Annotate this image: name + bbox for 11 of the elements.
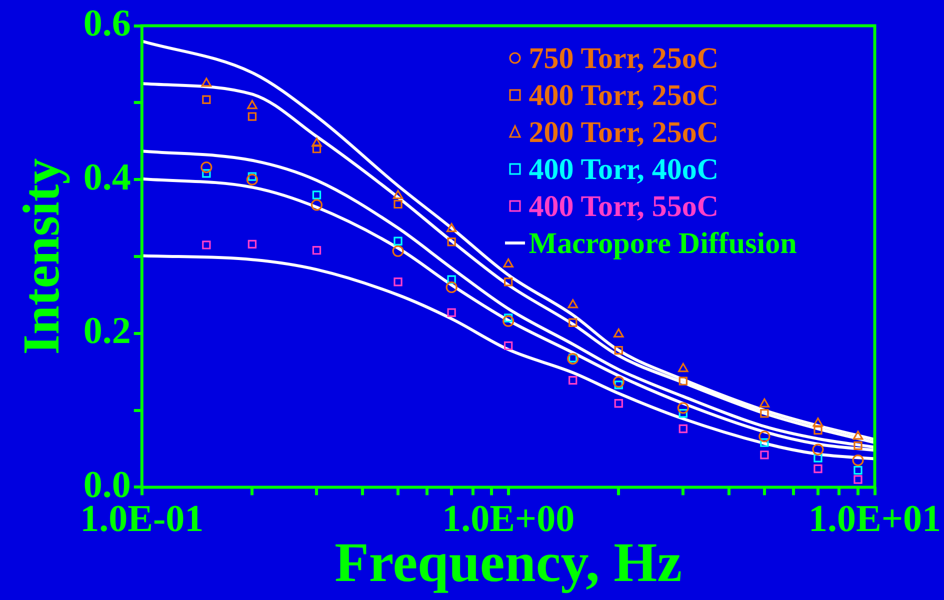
- y-tick-label: 0.2: [83, 310, 131, 352]
- y-tick-label: 0.6: [83, 2, 131, 45]
- y-tick-label: 0.4: [83, 156, 131, 198]
- legend-label: 750 Torr, 25oC: [528, 40, 719, 77]
- y-axis-title: Intensity: [14, 158, 71, 355]
- legend-label: 200 Torr, 25oC: [528, 114, 719, 151]
- legend-label: 400 Torr, 40oC: [528, 152, 719, 188]
- legend-label: Macropore Diffusion: [528, 226, 797, 262]
- x-tick-label: 1.0E+01: [808, 498, 941, 540]
- legend-label: 400 Torr, 55oC: [528, 188, 719, 225]
- legend-label: 400 Torr, 25oC: [528, 78, 719, 114]
